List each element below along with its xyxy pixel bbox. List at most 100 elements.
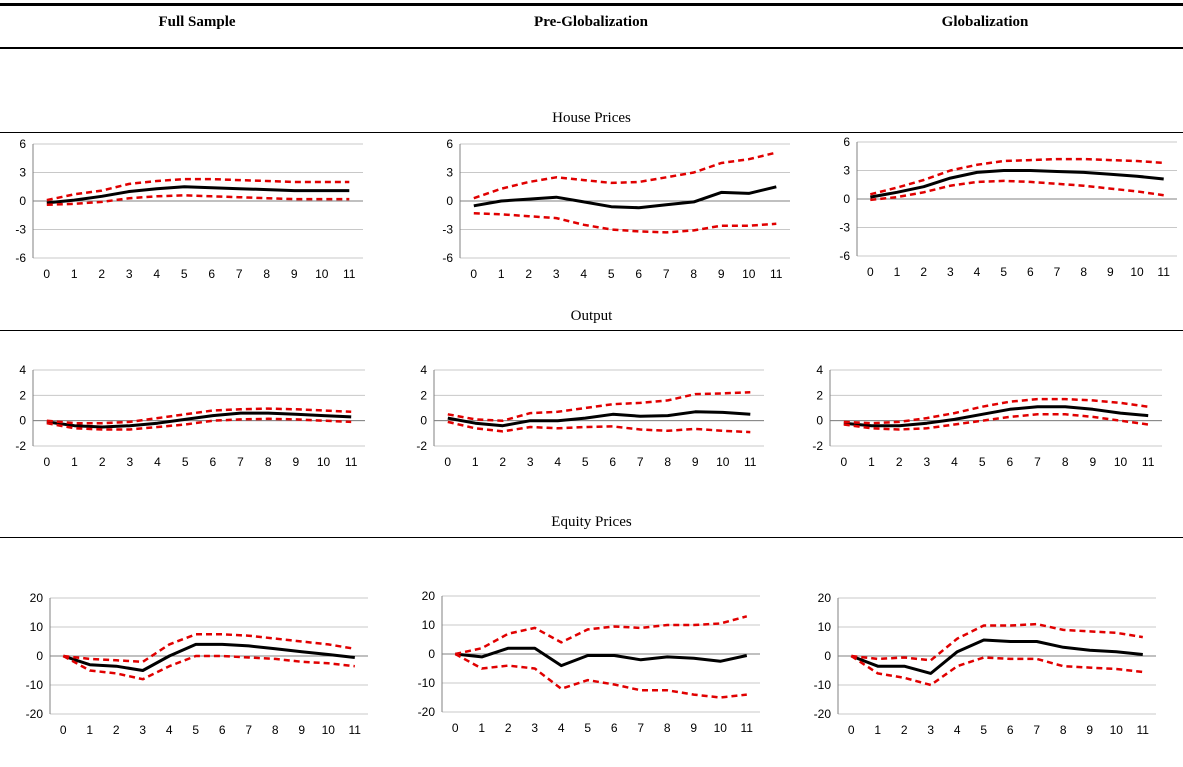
y-tick-label: 0 <box>420 414 427 428</box>
confidence-band-upper <box>455 615 748 656</box>
x-tick-label: 0 <box>43 267 50 281</box>
x-tick-label: 3 <box>126 455 133 469</box>
impulse-response-line <box>62 642 355 672</box>
y-tick-label: 6 <box>843 135 850 149</box>
x-tick-label: 2 <box>113 723 120 737</box>
confidence-band-lower <box>447 420 751 434</box>
x-tick-label: 9 <box>1107 265 1114 279</box>
y-tick-label: -2 <box>812 439 823 453</box>
x-tick-label: 7 <box>663 267 670 281</box>
confidence-band-upper <box>869 157 1164 196</box>
x-tick-label: 5 <box>181 267 188 281</box>
y-tick-label: -3 <box>15 223 26 237</box>
y-tick-label: 3 <box>19 166 26 180</box>
x-tick-label: 7 <box>237 455 244 469</box>
x-tick-label: 8 <box>272 723 279 737</box>
x-tick-label: 4 <box>554 455 561 469</box>
x-tick-label: 4 <box>954 723 961 737</box>
x-tick-label: 5 <box>182 455 189 469</box>
chart-house-prices-full-sample: -6 -3 0 3 6 0 1 2 3 4 5 6 7 8 9 10 11 <box>0 136 394 300</box>
confidence-band-upper <box>473 151 777 200</box>
x-tick-label: 11 <box>343 267 356 281</box>
x-tick-label: 3 <box>531 721 538 735</box>
y-tick-label: 20 <box>818 591 832 605</box>
y-tick-label: -10 <box>814 678 832 692</box>
y-tick-label: 10 <box>30 620 44 634</box>
x-tick-label: 0 <box>840 455 847 469</box>
confidence-band-upper <box>63 633 356 664</box>
header-rule <box>0 47 1183 49</box>
x-tick-label: 10 <box>317 455 331 469</box>
impulse-response-line <box>455 646 748 668</box>
x-tick-label: 1 <box>472 455 479 469</box>
y-tick-label: -20 <box>26 707 44 721</box>
x-tick-label: 6 <box>208 267 215 281</box>
y-tick-label: 0 <box>19 194 26 208</box>
confidence-band-upper <box>851 622 1144 662</box>
confidence-band-lower <box>850 654 1143 687</box>
y-tick-label: -6 <box>442 251 453 265</box>
y-tick-label: 10 <box>818 620 832 634</box>
y-tick-label: 4 <box>816 363 823 377</box>
x-tick-label: 4 <box>951 455 958 469</box>
x-tick-label: 0 <box>444 455 451 469</box>
x-tick-label: 2 <box>499 455 506 469</box>
x-tick-label: 1 <box>894 265 901 279</box>
y-tick-label: 20 <box>30 591 44 605</box>
y-tick-label: 2 <box>19 388 26 402</box>
x-tick-label: 2 <box>920 265 927 279</box>
chart-equity-prices-full-sample: -20 -10 0 10 20 0 1 2 3 4 5 6 7 8 9 10 11 <box>0 586 394 766</box>
x-tick-label: 7 <box>1034 455 1041 469</box>
x-tick-label: 2 <box>98 267 105 281</box>
y-tick-label: 10 <box>422 618 436 632</box>
y-tick-label: -2 <box>416 439 427 453</box>
y-tick-label: -6 <box>839 249 850 263</box>
impulse-response-line <box>46 411 352 429</box>
x-tick-label: 3 <box>553 267 560 281</box>
x-tick-label: 4 <box>974 265 981 279</box>
section-rule <box>0 537 1183 538</box>
x-tick-label: 2 <box>505 721 512 735</box>
y-tick-label: 6 <box>446 137 453 151</box>
y-tick-label: 3 <box>446 166 453 180</box>
x-tick-label: 6 <box>1007 723 1014 737</box>
y-tick-label: -20 <box>814 707 832 721</box>
y-tick-label: 6 <box>19 137 26 151</box>
y-tick-label: 0 <box>446 194 453 208</box>
section-title-equity-prices: Equity Prices <box>551 514 632 530</box>
confidence-band-lower <box>843 413 1149 431</box>
x-tick-label: 8 <box>1060 723 1067 737</box>
x-tick-label: 2 <box>525 267 532 281</box>
x-tick-label: 2 <box>901 723 908 737</box>
x-tick-label: 11 <box>1157 265 1170 279</box>
x-tick-label: 10 <box>322 723 336 737</box>
x-tick-label: 8 <box>265 455 272 469</box>
x-tick-label: 3 <box>927 723 934 737</box>
y-tick-label: -2 <box>15 439 26 453</box>
x-tick-label: 10 <box>742 267 756 281</box>
x-tick-label: 0 <box>43 455 50 469</box>
x-tick-label: 7 <box>245 723 252 737</box>
column-header-pre-globalization: Pre-Globalization <box>534 14 648 30</box>
y-tick-label: 4 <box>19 363 26 377</box>
x-tick-label: 3 <box>126 267 133 281</box>
x-tick-label: 0 <box>867 265 874 279</box>
x-tick-label: 3 <box>923 455 930 469</box>
x-tick-label: 2 <box>896 455 903 469</box>
impulse-response-line <box>843 405 1149 428</box>
x-tick-label: 1 <box>71 267 78 281</box>
x-tick-label: 5 <box>980 723 987 737</box>
x-tick-label: 9 <box>291 267 298 281</box>
y-tick-label: 4 <box>420 363 427 377</box>
y-tick-label: 0 <box>36 649 43 663</box>
x-tick-label: 6 <box>219 723 226 737</box>
confidence-band-lower <box>62 654 355 681</box>
x-tick-label: 6 <box>1006 455 1013 469</box>
x-tick-label: 11 <box>345 455 358 469</box>
x-tick-label: 7 <box>637 455 644 469</box>
impulse-response-line <box>870 169 1164 199</box>
x-tick-label: 10 <box>716 455 730 469</box>
chart-house-prices-pre-globalization: -6 -3 0 3 6 0 1 2 3 4 5 6 7 8 9 10 11 <box>420 136 814 300</box>
x-tick-label: 1 <box>498 267 505 281</box>
y-tick-label: 2 <box>420 388 427 402</box>
